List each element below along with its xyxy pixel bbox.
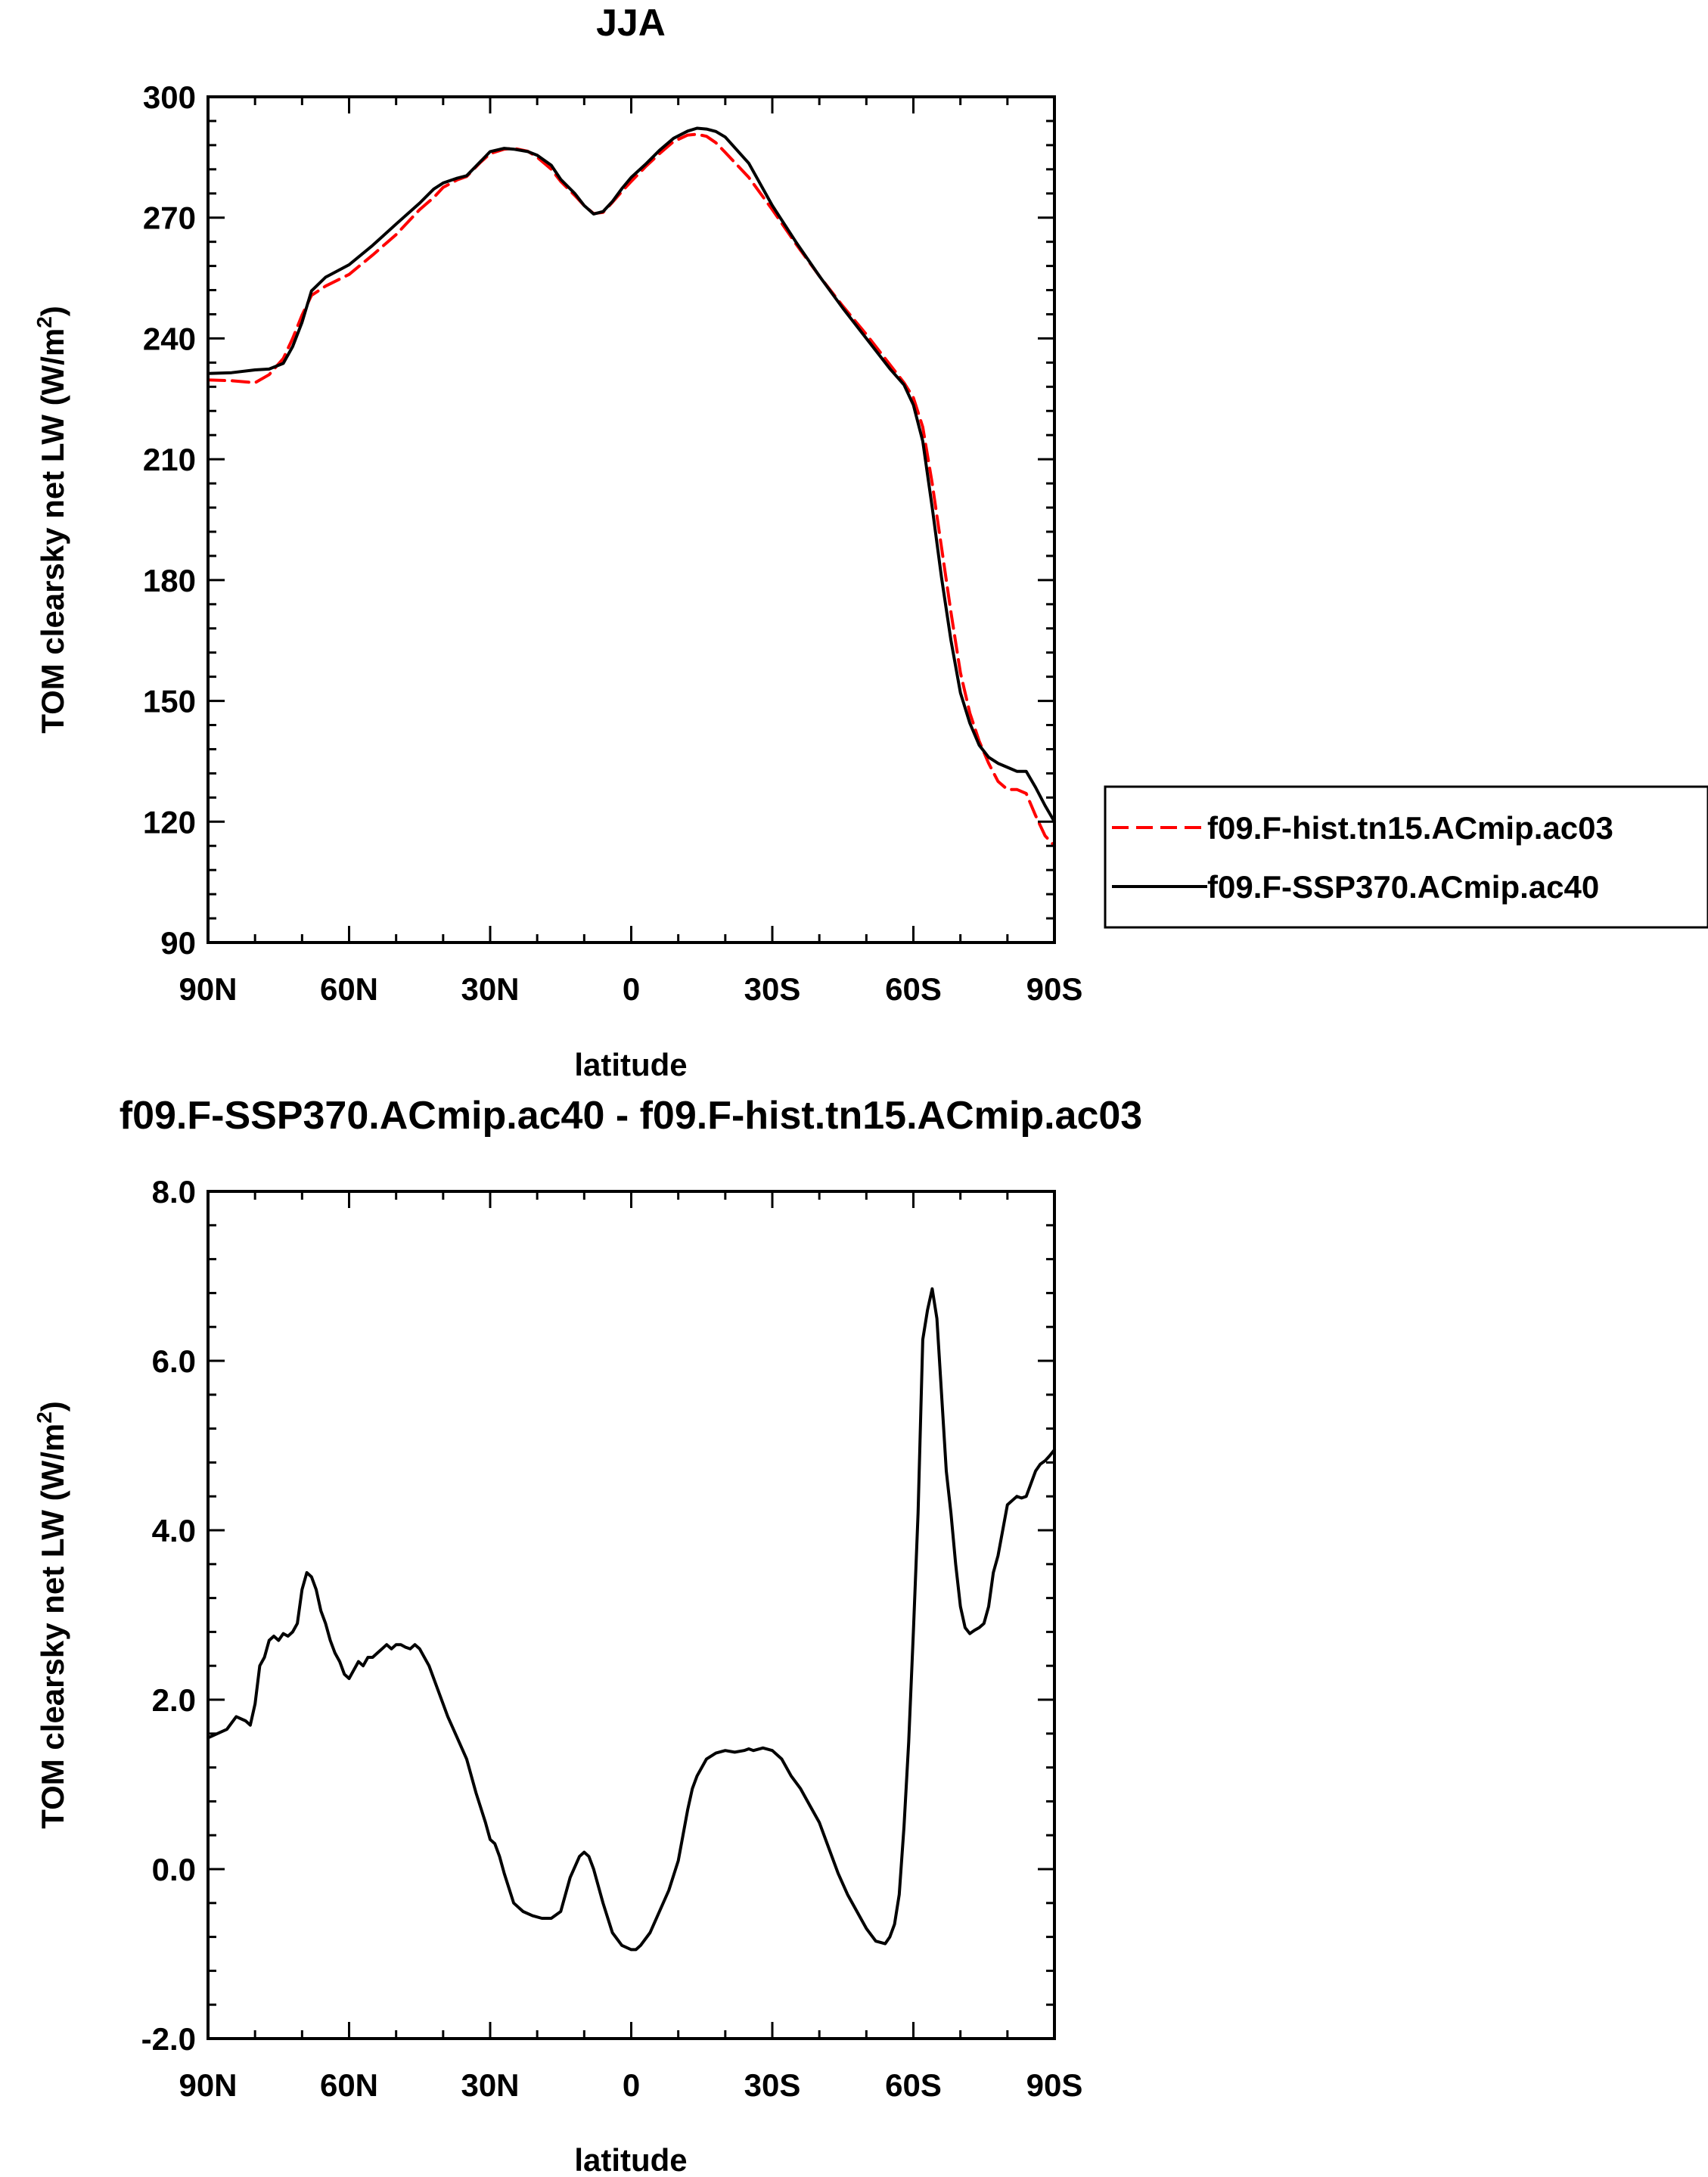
x-tick-label: 90N (179, 2067, 237, 2103)
series-line-0 (207, 132, 1056, 848)
series-line-1 (207, 126, 1056, 824)
legend-box (1104, 785, 1708, 929)
bottom-panel-title: f09.F-SSP370.ACmip.ac40 - f09.F-hist.tn1… (120, 1094, 1142, 1138)
bottom-panel-y-tick-labels: -2.0 0.0 2.0 4.0 6.0 8.0 (141, 1174, 196, 2057)
y-tick-label: 4.0 (152, 1513, 196, 1548)
bottom-panel: f09.F-SSP370.ACmip.ac40 - f09.F-hist.tn1… (33, 1094, 1142, 2177)
x-tick-label: 90S (1026, 971, 1083, 1007)
top-panel: JJA 90 120 150 180 210 240 270 300 90N 60N 30N 0 30… (33, 2, 1708, 1082)
y-axis-label-superscript: 2 (33, 1411, 56, 1424)
y-tick-label: 8.0 (152, 1174, 196, 1210)
x-tick-label: 90S (1026, 2067, 1083, 2103)
legend: f09.F-hist.tn15.ACmip.ac03 f09.F-SSP370.… (1104, 785, 1708, 929)
bottom-panel-x-tick-labels: 90N 60N 30N 0 30S 60S 90S (179, 2067, 1082, 2103)
bottom-panel-y-axis-label: TOM clearsky net LW (W/m2) (33, 1401, 70, 1829)
y-axis-label-close: ) (35, 1401, 70, 1411)
x-tick-label: 30N (461, 2067, 519, 2103)
y-tick-label: 150 (143, 684, 196, 719)
bottom-panel-x-axis-label: latitude (574, 2142, 687, 2177)
x-tick-label: 30S (744, 971, 801, 1007)
x-tick-label: 0 (623, 971, 640, 1007)
bottom-panel-marks (207, 1287, 1056, 1952)
y-tick-label: 0.0 (152, 1852, 196, 1887)
y-tick-label: 120 (143, 804, 196, 840)
y-tick-label: 90 (160, 925, 196, 961)
y-axis-label-close: ) (35, 306, 70, 316)
x-tick-label: 0 (623, 2067, 640, 2103)
x-tick-label: 60N (320, 2067, 378, 2103)
top-panel-marks (207, 126, 1056, 848)
x-tick-label: 30N (461, 971, 519, 1007)
y-tick-label: 2.0 (152, 1682, 196, 1718)
y-axis-label-superscript: 2 (33, 316, 56, 328)
y-axis-label-main: TOM clearsky net LW (W/m (35, 1424, 70, 1829)
y-tick-label: 210 (143, 442, 196, 477)
top-panel-title: JJA (596, 2, 666, 44)
bottom-panel-ticks (207, 1190, 1056, 2040)
top-panel-x-axis-label: latitude (574, 1047, 687, 1082)
x-tick-label: 90N (179, 971, 237, 1007)
top-panel-x-tick-labels: 90N 60N 30N 0 30S 60S 90S (179, 971, 1082, 1007)
x-tick-label: 60N (320, 971, 378, 1007)
y-tick-label: -2.0 (141, 2021, 196, 2057)
y-tick-label: 6.0 (152, 1343, 196, 1379)
top-panel-y-axis-label: TOM clearsky net LW (W/m2) (33, 306, 70, 734)
y-tick-label: 180 (143, 563, 196, 598)
series-line-0 (207, 1287, 1056, 1952)
y-axis-label-main: TOM clearsky net LW (W/m (35, 328, 70, 734)
x-tick-label: 30S (744, 2067, 801, 2103)
legend-label-hist: f09.F-hist.tn15.ACmip.ac03 (1207, 810, 1613, 846)
x-tick-label: 60S (885, 971, 942, 1007)
top-panel-ticks (207, 95, 1056, 944)
y-tick-label: 240 (143, 321, 196, 356)
legend-label-ssp370: f09.F-SSP370.ACmip.ac40 (1207, 869, 1599, 905)
top-panel-y-tick-labels: 90 120 150 180 210 240 270 300 (143, 79, 196, 961)
x-tick-label: 60S (885, 2067, 942, 2103)
y-tick-label: 300 (143, 79, 196, 115)
y-tick-label: 270 (143, 200, 196, 236)
